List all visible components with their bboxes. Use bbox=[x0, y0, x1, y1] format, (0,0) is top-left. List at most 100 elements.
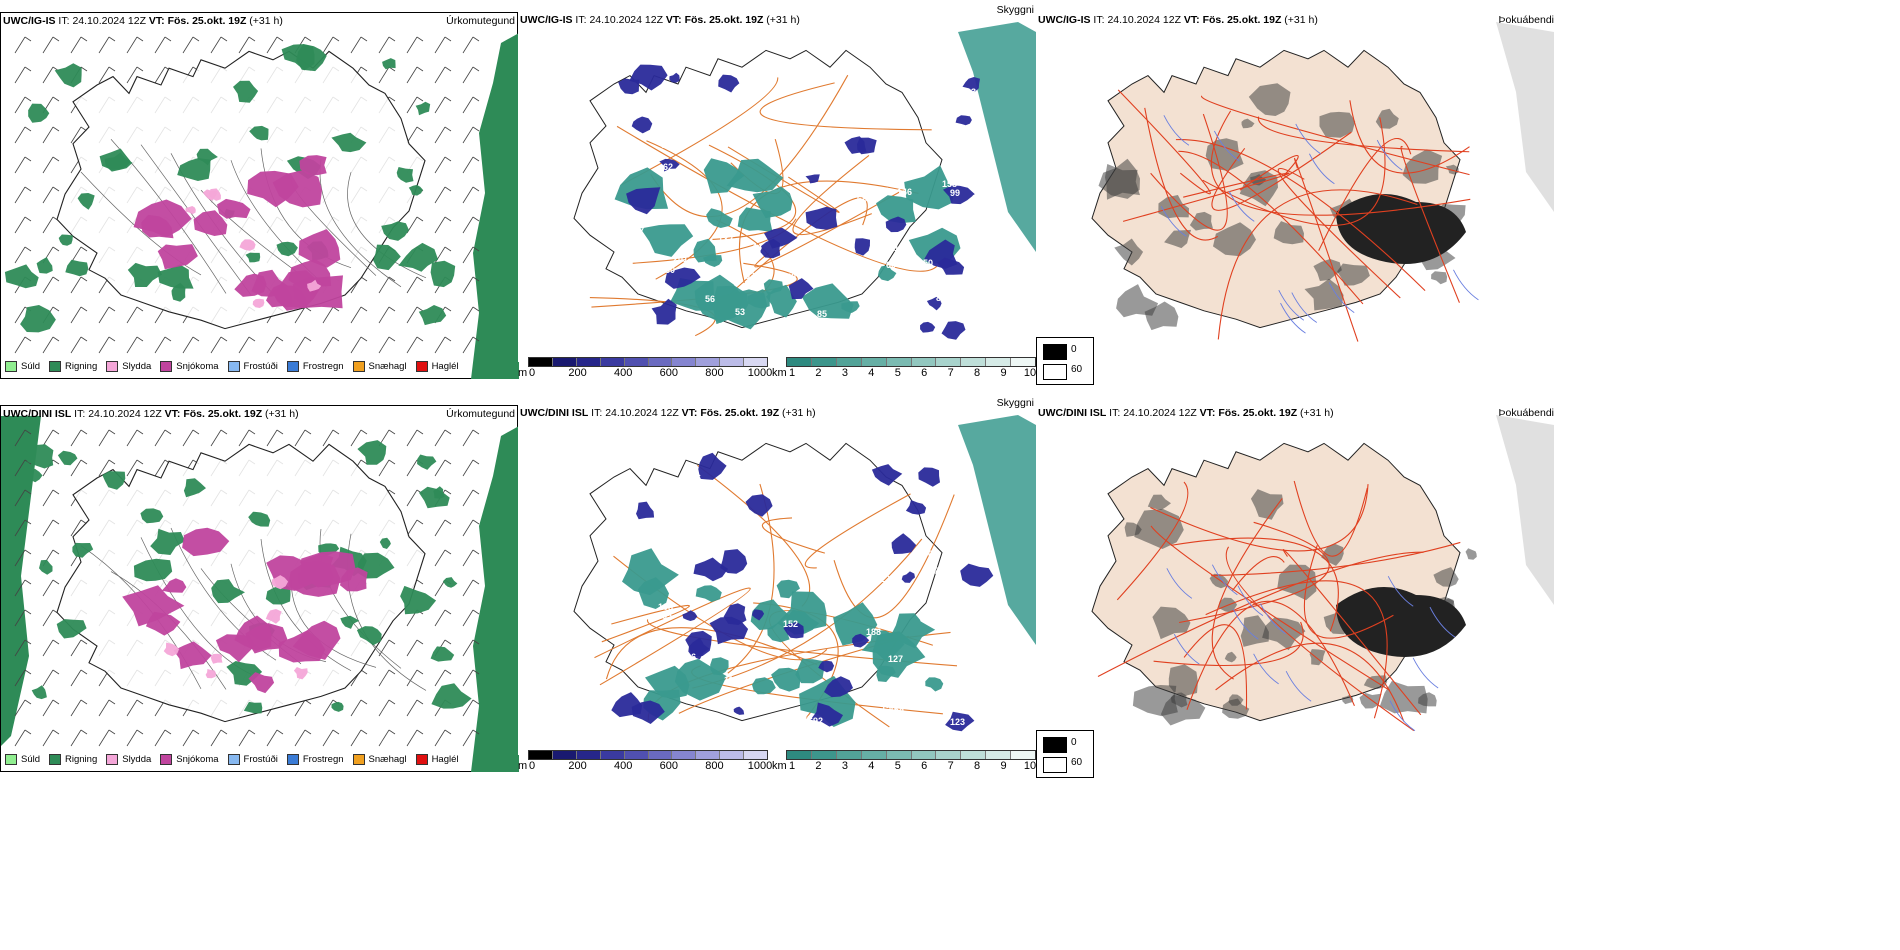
colorbar-bin bbox=[648, 751, 673, 759]
wind-barb bbox=[462, 579, 480, 597]
wind-barb bbox=[322, 429, 340, 447]
wind-barb bbox=[406, 699, 424, 717]
wind-barb bbox=[182, 336, 200, 354]
wind-barb bbox=[462, 186, 480, 204]
wind-barb bbox=[350, 306, 368, 324]
wind-barb bbox=[406, 336, 424, 354]
legend-label: Haglél bbox=[431, 361, 459, 372]
rain-cell bbox=[396, 167, 414, 183]
panel-title: Úrkomutegund bbox=[446, 408, 515, 420]
ceiling-label: 110 bbox=[724, 675, 739, 685]
wind-barb bbox=[462, 66, 480, 84]
ceiling-label: 06 bbox=[928, 549, 938, 559]
wind-barb bbox=[294, 429, 312, 447]
road-line bbox=[1150, 113, 1228, 231]
road-line bbox=[650, 74, 849, 218]
fog-map[interactable] bbox=[1036, 12, 1554, 362]
fog-key-label-0: 0 bbox=[1071, 344, 1077, 355]
wind-barb bbox=[238, 36, 256, 54]
legend-swatch bbox=[5, 754, 17, 765]
road-line bbox=[1211, 110, 1471, 216]
colorbar-bin bbox=[861, 751, 887, 759]
ceiling-label: 99 bbox=[817, 505, 827, 515]
wind-barb bbox=[462, 246, 480, 264]
fog-shade bbox=[1158, 195, 1189, 219]
fog-shade bbox=[1239, 170, 1278, 207]
precip-map[interactable] bbox=[1, 13, 519, 379]
wind-barb bbox=[322, 36, 340, 54]
colorbar-bin bbox=[696, 751, 721, 759]
ceiling-label: 53 bbox=[845, 157, 855, 167]
colorbar-unit: km bbox=[772, 367, 787, 379]
rain-cell bbox=[127, 262, 162, 287]
rain-cell bbox=[39, 559, 53, 575]
wind-barb bbox=[434, 126, 452, 144]
wind-barb bbox=[98, 699, 116, 717]
fog-shade bbox=[1170, 692, 1188, 708]
wind-barb bbox=[42, 336, 60, 354]
visibility-map[interactable]: 56 38 123 130 126 83 109 65 152 156 168 74 108 99 82 60… bbox=[518, 405, 1036, 755]
precip-type-panel[interactable]: UWC/IG-IS IT: 24.10.2024 12Z VT: Fös. 25… bbox=[0, 12, 519, 379]
fog-shade bbox=[1418, 692, 1437, 707]
visibility-map[interactable]: 67 104 103 98 99 125 155 53 50 53 55 111 132 97 94 146 1… bbox=[518, 12, 1036, 362]
colorbar-bin bbox=[720, 751, 745, 759]
road-line bbox=[761, 517, 826, 554]
fog-panel[interactable]: UWC/IG-IS IT: 24.10.2024 12Z VT: Fös. 25… bbox=[1036, 12, 1556, 362]
wind-barb bbox=[154, 429, 172, 447]
fog-shade bbox=[1222, 698, 1250, 719]
wind-barb bbox=[14, 519, 32, 537]
low-visibility-cell bbox=[703, 255, 723, 267]
low-ceiling-cell bbox=[926, 296, 942, 311]
visibility-colorbar: km 1 2 3 4 5 6 7 8 9 10 bbox=[772, 357, 1036, 387]
wind-barb bbox=[406, 216, 424, 234]
rain-cell bbox=[177, 158, 211, 181]
snow-cell bbox=[248, 672, 275, 694]
wind-barb bbox=[378, 306, 396, 324]
low-ceiling-cell bbox=[629, 64, 668, 91]
wind-barb bbox=[434, 156, 452, 174]
visibility-panel[interactable]: 56 38 123 130 126 83 109 65 152 156 168 74 108 99 82 60… bbox=[518, 397, 1036, 755]
legend-label: Snæhagl bbox=[368, 361, 407, 372]
river-line bbox=[1387, 575, 1414, 607]
snow-cell bbox=[215, 634, 255, 663]
rain-cell bbox=[243, 701, 263, 714]
sleet-cell bbox=[307, 279, 322, 292]
fog-map[interactable] bbox=[1036, 405, 1554, 755]
colorbar-tick: 200 bbox=[568, 760, 587, 772]
sleet-cell bbox=[293, 667, 308, 680]
fog-shade bbox=[1319, 111, 1356, 138]
low-ceiling-cell bbox=[682, 610, 698, 621]
river-line bbox=[1412, 657, 1439, 689]
road-line bbox=[1293, 480, 1368, 557]
wind-barb bbox=[350, 36, 368, 54]
fog-key-swatch-0 bbox=[1043, 737, 1067, 753]
ceiling-label: 201 bbox=[673, 254, 688, 264]
low-ceiling-cell bbox=[752, 609, 765, 621]
colorbar-bin bbox=[600, 751, 625, 759]
colorbar-tick: 5 bbox=[894, 760, 901, 772]
fog-panel[interactable]: UWC/DINI ISL IT: 24.10.2024 12Z VT: Fös.… bbox=[1036, 405, 1556, 755]
colorbar-bin bbox=[744, 358, 768, 366]
wind-barb bbox=[378, 66, 396, 84]
river-line bbox=[1429, 606, 1456, 638]
colorbar-tick: 4 bbox=[868, 367, 875, 379]
fog-key-label-0: 0 bbox=[1071, 737, 1077, 748]
precip-map[interactable] bbox=[1, 406, 519, 772]
wind-barb bbox=[434, 336, 452, 354]
road-line bbox=[1400, 145, 1460, 303]
ceiling-label: 183 bbox=[985, 621, 1000, 631]
ceiling-label: 130 bbox=[838, 466, 853, 476]
legend-swatch bbox=[415, 361, 428, 372]
colorbar-tick: 9 bbox=[1000, 760, 1007, 772]
wind-barb bbox=[14, 216, 32, 234]
road-line bbox=[1225, 546, 1415, 732]
wind-barb bbox=[462, 156, 480, 174]
dense-fog-area bbox=[1336, 194, 1466, 264]
precip-type-panel[interactable]: UWC/DINI ISL IT: 24.10.2024 12Z VT: Fös.… bbox=[0, 405, 519, 772]
rain-cell bbox=[357, 440, 387, 465]
legend-item-0: Súld bbox=[5, 361, 40, 372]
visibility-panel[interactable]: 67 104 103 98 99 125 155 53 50 53 55 111 132 97 94 146 1… bbox=[518, 4, 1036, 362]
colorbar-tick: 1000 bbox=[747, 760, 773, 772]
ceiling-label: 71 bbox=[931, 490, 941, 500]
